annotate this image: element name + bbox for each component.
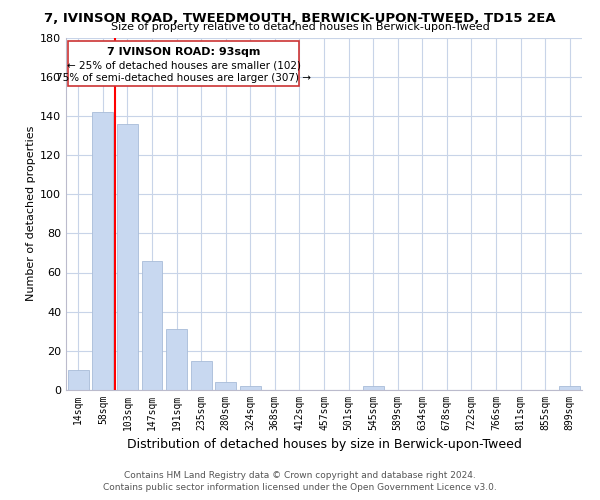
Bar <box>191 360 212 390</box>
Bar <box>166 330 187 390</box>
Text: Size of property relative to detached houses in Berwick-upon-Tweed: Size of property relative to detached ho… <box>110 22 490 32</box>
Bar <box>362 386 383 390</box>
Text: 7 IVINSON ROAD: 93sqm: 7 IVINSON ROAD: 93sqm <box>107 48 260 58</box>
Y-axis label: Number of detached properties: Number of detached properties <box>26 126 36 302</box>
Text: 75% of semi-detached houses are larger (307) →: 75% of semi-detached houses are larger (… <box>56 72 311 83</box>
Bar <box>215 382 236 390</box>
Text: Contains HM Land Registry data © Crown copyright and database right 2024.
Contai: Contains HM Land Registry data © Crown c… <box>103 471 497 492</box>
Bar <box>117 124 138 390</box>
FancyBboxPatch shape <box>68 42 299 86</box>
Text: 7, IVINSON ROAD, TWEEDMOUTH, BERWICK-UPON-TWEED, TD15 2EA: 7, IVINSON ROAD, TWEEDMOUTH, BERWICK-UPO… <box>44 12 556 26</box>
Bar <box>142 261 163 390</box>
Bar <box>559 386 580 390</box>
Bar <box>92 112 113 390</box>
Bar <box>68 370 89 390</box>
Text: ← 25% of detached houses are smaller (102): ← 25% of detached houses are smaller (10… <box>67 60 301 70</box>
Bar <box>240 386 261 390</box>
X-axis label: Distribution of detached houses by size in Berwick-upon-Tweed: Distribution of detached houses by size … <box>127 438 521 452</box>
